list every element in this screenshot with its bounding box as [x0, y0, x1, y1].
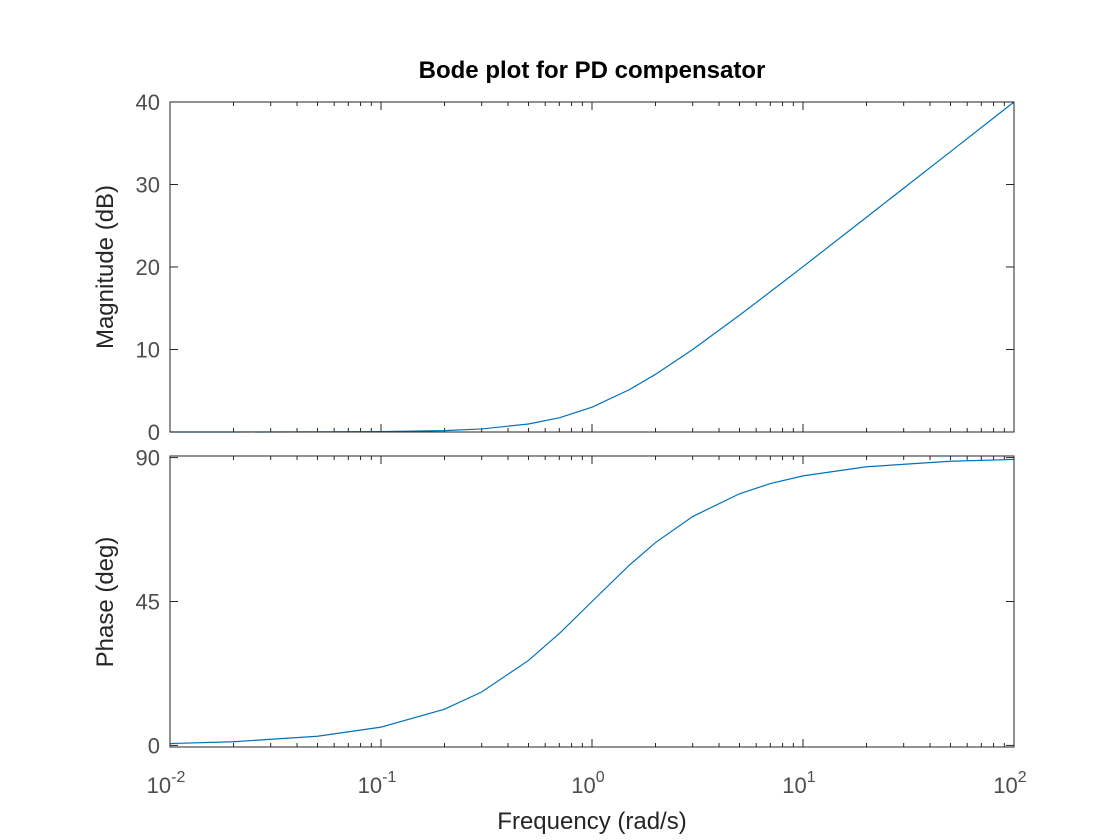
phase-series-line [169, 458, 1015, 745]
y-tick-label: 30 [136, 173, 160, 198]
phase-panel: 0 45 90 Phase (deg) [92, 446, 1015, 758]
phase-ylabel: Phase (deg) [92, 537, 119, 668]
chart-title: Bode plot for PD compensator [419, 57, 766, 84]
y-tick-label: 0 [148, 733, 160, 758]
x-tick-label: 100 [571, 769, 604, 798]
y-tick-label: 0 [148, 420, 160, 445]
y-tick-label: 40 [136, 90, 160, 115]
x-tick-label: 102 [993, 769, 1026, 798]
x-axis-label: Frequency (rad/s) [497, 808, 686, 835]
magnitude-plot-area [170, 102, 1014, 432]
x-tick-label: 101 [782, 769, 815, 798]
x-tick-label: 10-1 [358, 769, 397, 798]
magnitude-panel: 0 10 20 30 40 Magnitude (dB) [92, 90, 1015, 445]
y-tick-label: 90 [136, 446, 160, 471]
phase-axes-box [169, 455, 1015, 748]
magnitude-axes-box [169, 101, 1015, 433]
y-tick-label: 45 [136, 590, 160, 615]
x-tick-label: 10-2 [147, 769, 186, 798]
y-tick-label: 20 [136, 255, 160, 280]
magnitude-ylabel: Magnitude (dB) [92, 185, 119, 349]
y-tick-label: 10 [136, 338, 160, 363]
